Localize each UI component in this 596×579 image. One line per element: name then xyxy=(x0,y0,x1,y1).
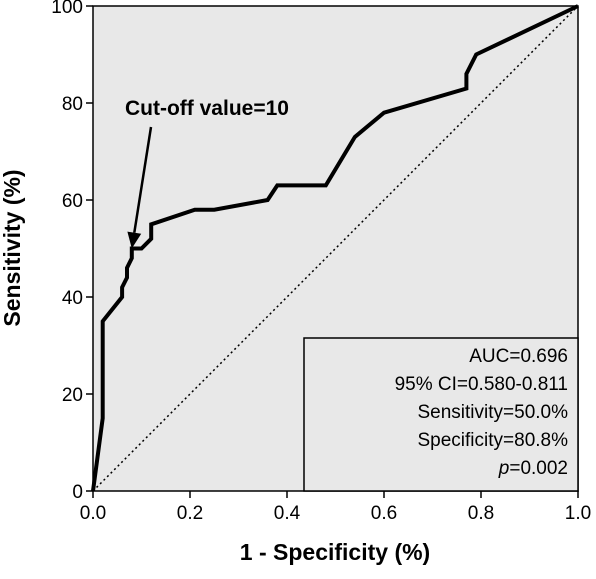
roc-curve xyxy=(91,4,579,492)
stats-box-frame xyxy=(303,337,579,492)
x-axis-title: 1 - Specificity (%) xyxy=(240,539,430,565)
stats-box: AUC=0.696 95% CI=0.580-0.811 Sensitivity… xyxy=(303,337,579,492)
y-tick-label: 0 xyxy=(72,482,83,503)
stats-auc: AUC=0.696 xyxy=(469,346,568,367)
x-tick-label: 0.2 xyxy=(177,503,203,524)
y-axis-title: Sensitivity (%) xyxy=(0,169,25,326)
x-tick-label: 0.4 xyxy=(274,503,301,524)
x-tick-label: 0.0 xyxy=(80,503,106,524)
y-axis-ticks: 0 20 40 60 80 100 xyxy=(51,0,93,503)
y-tick-label: 40 xyxy=(62,288,83,309)
stats-ci: 95% CI=0.580-0.811 xyxy=(395,374,568,395)
stats-p-label: p xyxy=(498,458,510,479)
cutoff-arrow-head xyxy=(127,231,142,249)
x-axis-ticks: 0.0 0.2 0.4 0.6 0.8 1.0 xyxy=(80,491,591,524)
y-tick-label: 20 xyxy=(62,385,83,406)
cutoff-annotation: Cut-off value=10 xyxy=(125,97,289,249)
reference-diagonal-line xyxy=(92,5,579,492)
cutoff-label: Cut-off value=10 xyxy=(125,97,289,120)
y-tick-label: 80 xyxy=(62,94,83,115)
stats-p-number: =0.002 xyxy=(509,458,568,479)
y-tick-label: 60 xyxy=(62,191,83,212)
stats-p-value: p=0.002 xyxy=(498,458,568,479)
y-tick-label: 100 xyxy=(51,0,83,18)
stats-specificity: Specificity=80.8% xyxy=(418,430,569,451)
x-tick-label: 1.0 xyxy=(565,503,591,524)
stats-sensitivity: Sensitivity=50.0% xyxy=(418,402,569,423)
x-tick-label: 0.8 xyxy=(468,503,494,524)
cutoff-arrow xyxy=(133,126,153,233)
x-tick-label: 0.6 xyxy=(371,503,397,524)
